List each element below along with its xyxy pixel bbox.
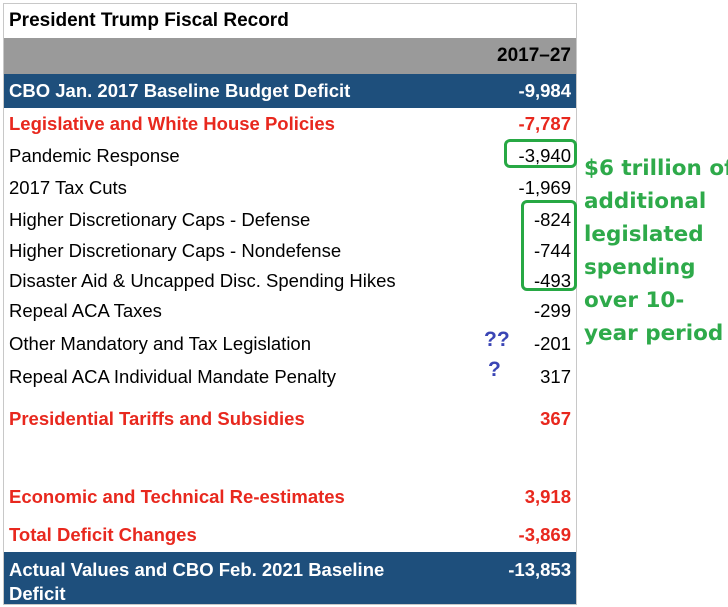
table-row: Repeal ACA Individual Mandate Penalty 31…: [4, 360, 576, 393]
row-label: Actual Values and CBO Feb. 2021 Baseline…: [9, 558, 384, 606]
table-row: Pandemic Response -3,940: [4, 140, 576, 172]
pandemic-highlight-box: [504, 139, 577, 168]
row-value: -493: [533, 269, 571, 291]
final-deficit-row: Actual Values and CBO Feb. 2021 Baseline…: [4, 552, 576, 604]
row-label: 2017 Tax Cuts: [9, 177, 127, 198]
row-value: -9,984: [518, 80, 571, 101]
tariffs-row: Presidential Tariffs and Subsidies 367: [4, 402, 576, 436]
row-label: Economic and Technical Re-estimates: [9, 486, 345, 507]
row-label-line2: Deficit: [9, 583, 66, 604]
row-value: -7,787: [518, 113, 571, 134]
annotation-line: additional: [584, 189, 707, 214]
table-row: Higher Discretionary Caps - Nondefense -…: [4, 235, 576, 266]
annotation-line: over 10-: [584, 288, 685, 313]
table-row: Disaster Aid & Uncapped Disc. Spending H…: [4, 265, 576, 296]
table-row: Other Mandatory and Tax Legislation -201: [4, 327, 576, 360]
row-value: 3,918: [524, 486, 571, 507]
row-label: Presidential Tariffs and Subsidies: [9, 408, 305, 429]
row-value: 367: [540, 408, 571, 429]
column-header: 2017–27: [497, 45, 571, 66]
title-row: President Trump Fiscal Record: [4, 4, 576, 38]
annotation-line: spending: [584, 255, 696, 280]
row-label: CBO Jan. 2017 Baseline Budget Deficit: [9, 80, 351, 101]
row-label: Legislative and White House Policies: [9, 113, 335, 134]
total-changes-row: Total Deficit Changes -3,869: [4, 518, 576, 552]
reestimates-row: Economic and Technical Re-estimates 3,91…: [4, 480, 576, 514]
table-row: 2017 Tax Cuts -1,969: [4, 172, 576, 204]
spending-annotation: $6 trillion of additional legislated spe…: [584, 152, 728, 350]
row-value: -1,969: [518, 177, 571, 198]
annotation-line: legislated: [584, 222, 704, 247]
row-value: 317: [540, 365, 571, 387]
row-label: Disaster Aid & Uncapped Disc. Spending H…: [9, 269, 396, 291]
row-label: Other Mandatory and Tax Legislation: [9, 332, 312, 354]
row-label: Total Deficit Changes: [9, 524, 197, 545]
row-value: -299: [533, 300, 571, 321]
row-value: -3,940: [518, 145, 571, 166]
discretionary-highlight-box: [521, 200, 577, 291]
row-value: -824: [533, 209, 571, 230]
row-label: Higher Discretionary Caps - Defense: [9, 209, 311, 230]
double-question-mark: ??: [484, 328, 510, 351]
table-title: President Trump Fiscal Record: [9, 10, 289, 31]
row-value: -744: [533, 239, 571, 261]
table-row: Higher Discretionary Caps - Defense -824: [4, 204, 576, 236]
row-label: Repeal ACA Individual Mandate Penalty: [9, 365, 337, 387]
row-label: Pandemic Response: [9, 145, 180, 166]
baseline-row: CBO Jan. 2017 Baseline Budget Deficit -9…: [4, 74, 576, 108]
row-label-line1: Actual Values and CBO Feb. 2021 Baseline: [9, 559, 385, 580]
legislative-row: Legislative and White House Policies -7,…: [4, 108, 576, 140]
column-header-row: 2017–27: [4, 38, 576, 74]
row-value: -13,853: [508, 559, 571, 580]
row-label: Higher Discretionary Caps - Nondefense: [9, 239, 342, 261]
single-question-mark: ?: [488, 358, 501, 381]
row-value: -3,869: [518, 524, 571, 545]
annotation-line: $6 trillion of: [584, 156, 728, 181]
row-value: -201: [533, 332, 571, 354]
fiscal-record-table: President Trump Fiscal Record 2017–27 CB…: [3, 3, 577, 605]
row-label: Repeal ACA Taxes: [9, 300, 162, 321]
table-row: Repeal ACA Taxes -299: [4, 295, 576, 327]
annotation-line: year period: [584, 321, 724, 346]
